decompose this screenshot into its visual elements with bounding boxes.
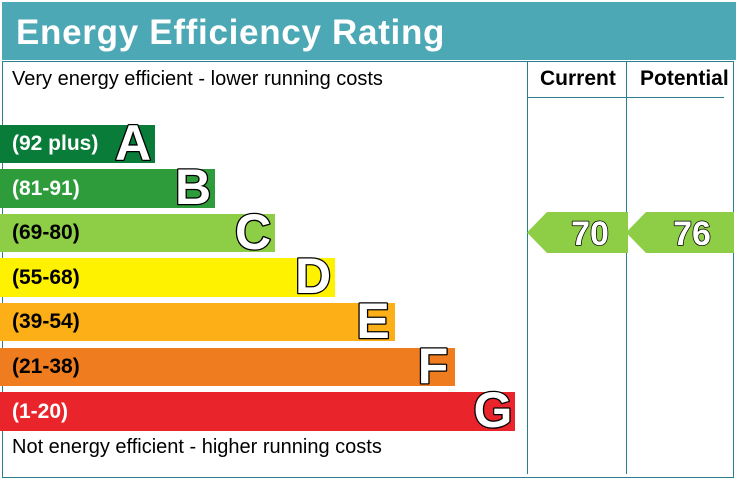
svg-text:F: F bbox=[418, 341, 449, 393]
svg-text:C: C bbox=[235, 207, 271, 259]
svg-text:E: E bbox=[356, 296, 389, 348]
svg-text:76: 76 bbox=[673, 215, 711, 253]
svg-text:D: D bbox=[295, 251, 331, 303]
svg-text:B: B bbox=[175, 162, 211, 214]
svg-text:A: A bbox=[115, 118, 151, 170]
svg-text:G: G bbox=[474, 385, 513, 437]
svg-text:70: 70 bbox=[571, 215, 609, 253]
